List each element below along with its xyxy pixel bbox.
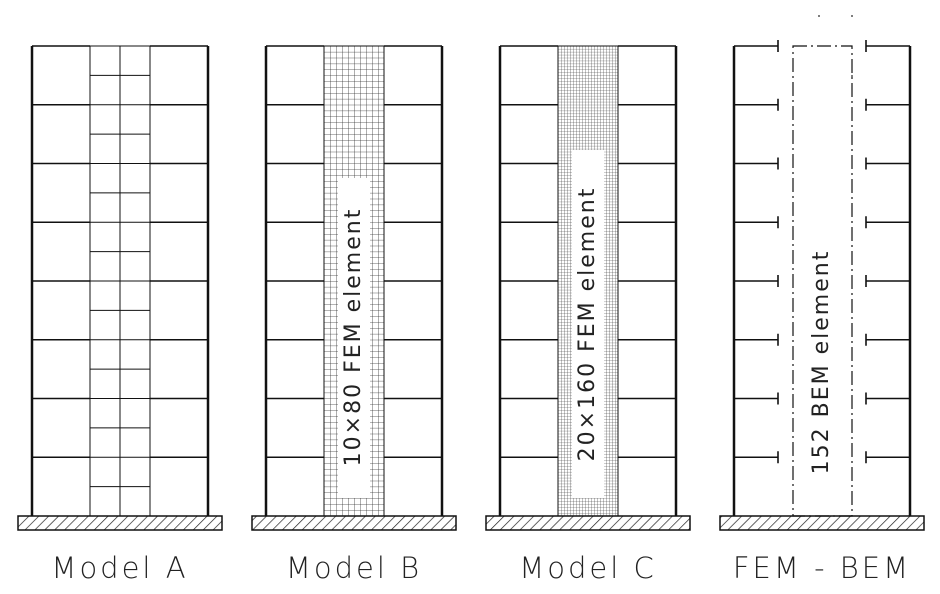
label-box xyxy=(338,178,370,498)
model-label: Model B xyxy=(286,551,422,585)
model xyxy=(251,45,457,531)
dot xyxy=(851,75,853,77)
foundation xyxy=(485,515,691,531)
model-label: FEM - BEM xyxy=(733,551,911,585)
bem-boundary xyxy=(792,45,853,517)
model xyxy=(719,15,925,531)
foundation xyxy=(17,515,223,531)
element-label: 20×160 FEM element xyxy=(575,187,600,462)
dot xyxy=(818,15,820,17)
dot xyxy=(851,15,853,17)
model xyxy=(17,45,223,531)
model-label: Model A xyxy=(51,551,188,585)
label-box xyxy=(572,150,604,498)
foundation xyxy=(251,515,457,531)
element-label: 152 BEM element xyxy=(809,250,834,475)
model-label: Model C xyxy=(519,551,657,585)
element-label: 10×80 FEM element xyxy=(341,208,366,467)
foundation xyxy=(719,515,925,531)
model xyxy=(485,45,691,531)
